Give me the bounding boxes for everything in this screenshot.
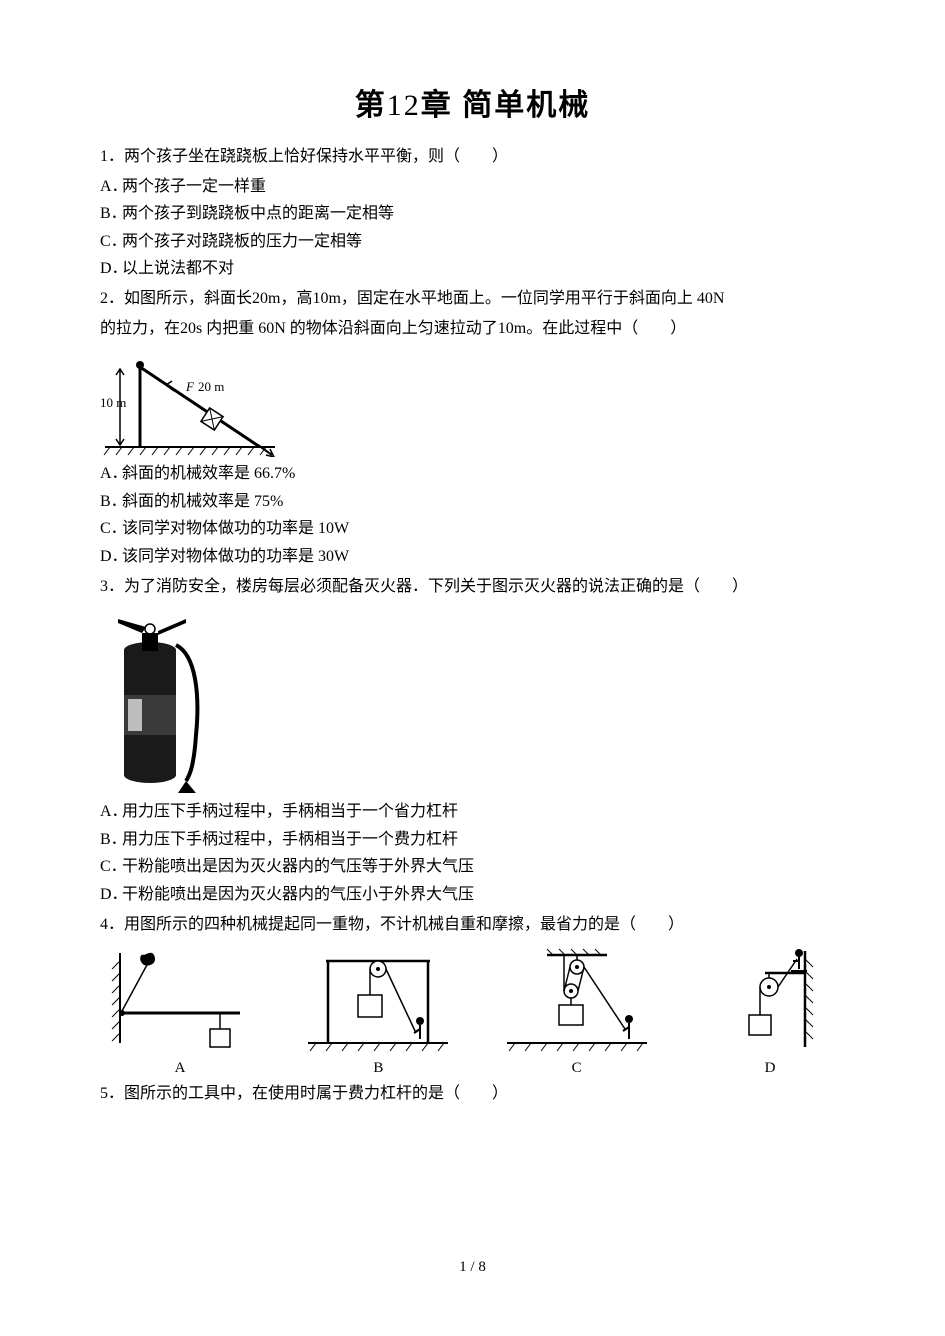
- q1-D-text: 以上说法都不对: [122, 260, 234, 277]
- q2-B-text: 斜面的机械效率是 75%: [122, 493, 283, 510]
- q2-A-text: 斜面的机械效率是 66.7%: [122, 465, 295, 482]
- q3-optA: A．用力压下手柄过程中，手柄相当于一个省力杠杆: [100, 799, 845, 825]
- q2-diagram: 10 m F 20 m: [100, 347, 845, 457]
- q4-cell-A: A: [100, 943, 260, 1077]
- q2-label-l: 20 m: [198, 379, 224, 394]
- q1-optB: B．两个孩子到跷跷板中点的距离一定相等: [100, 201, 845, 227]
- q2-optC: C．该同学对物体做功的功率是 10W: [100, 516, 845, 542]
- q1-C-text: 两个孩子对跷跷板的压力一定相等: [122, 233, 362, 250]
- q2-optA: A．斜面的机械效率是 66.7%: [100, 461, 845, 487]
- q5-num: 5: [100, 1085, 108, 1102]
- q1-stem: 1．两个孩子坐在跷跷板上恰好保持水平平衡，则（ ）: [100, 144, 845, 170]
- q4-label-D: D: [695, 1060, 845, 1077]
- q4-cell-C: C: [497, 943, 657, 1077]
- page-footer: 1 / 8: [0, 1259, 945, 1276]
- q2-optB: B．斜面的机械效率是 75%: [100, 489, 845, 515]
- q1-text: 两个孩子坐在跷跷板上恰好保持水平平衡，则（ ）: [124, 148, 508, 165]
- q2-label-h: 10 m: [100, 395, 126, 410]
- q4-label-B: B: [298, 1060, 458, 1077]
- q4-label-C: C: [497, 1060, 657, 1077]
- q1-A-text: 两个孩子一定一样重: [122, 178, 266, 195]
- q4-cell-D: D: [695, 943, 845, 1077]
- title-number: 12: [387, 89, 421, 122]
- q3-optD: D．干粉能喷出是因为灭火器内的气压小于外界大气压: [100, 882, 845, 908]
- q3-num: 3: [100, 578, 108, 595]
- q2-num: 2: [100, 290, 108, 307]
- chapter-title: 第12章 简单机械: [100, 80, 845, 124]
- q4-cell-B: B: [298, 943, 458, 1077]
- q2-C-text: 该同学对物体做功的功率是 10W: [122, 520, 349, 537]
- q3-optC: C．干粉能喷出是因为灭火器内的气压等于外界大气压: [100, 854, 845, 880]
- q2-stem-l1: 2．如图所示，斜面长20m，高10m，固定在水平地面上。一位同学用平行于斜面向上…: [100, 286, 845, 312]
- title-name: 简单机械: [462, 89, 590, 122]
- title-prefix: 第: [355, 89, 387, 122]
- q4-label-A: A: [100, 1060, 260, 1077]
- q3-text: 为了消防安全，楼房每层必须配备灭火器．下列关于图示灭火器的说法正确的是（ ）: [124, 578, 748, 595]
- q2-l1: ．如图所示，斜面长20m，高10m，固定在水平地面上。一位同学用平行于斜面向上 …: [108, 290, 724, 307]
- page: 第12章 简单机械 1．两个孩子坐在跷跷板上恰好保持水平平衡，则（ ） A．两个…: [0, 0, 945, 1336]
- q4-stem: 4．用图所示的四种机械提起同一重物，不计机械自重和摩擦，最省力的是（ ）: [100, 912, 845, 938]
- q2-l2: 的拉力，在20s 内把重 60N 的物体沿斜面向上匀速拉动了10m。在此过程中（…: [100, 320, 686, 337]
- q4-text: 用图所示的四种机械提起同一重物，不计机械自重和摩擦，最省力的是（ ）: [124, 916, 684, 933]
- q3-stem: 3．为了消防安全，楼房每层必须配备灭火器．下列关于图示灭火器的说法正确的是（ ）: [100, 574, 845, 600]
- q4-diagrams: A: [100, 943, 845, 1077]
- q1-optA: A．两个孩子一定一样重: [100, 174, 845, 200]
- q2-stem-l2: 的拉力，在20s 内把重 60N 的物体沿斜面向上匀速拉动了10m。在此过程中（…: [100, 316, 845, 342]
- q1-optD: D．以上说法都不对: [100, 256, 845, 282]
- title-mid: 章: [421, 89, 453, 122]
- q3-C-text: 干粉能喷出是因为灭火器内的气压等于外界大气压: [122, 858, 474, 875]
- q5-text: 图所示的工具中，在使用时属于费力杠杆的是（ ）: [124, 1085, 508, 1102]
- q2-optD: D．该同学对物体做功的功率是 30W: [100, 544, 845, 570]
- q3-diagram: [100, 605, 845, 795]
- q2-label-F: F: [185, 379, 195, 394]
- q1-optC: C．两个孩子对跷跷板的压力一定相等: [100, 229, 845, 255]
- q3-optB: B．用力压下手柄过程中，手柄相当于一个费力杠杆: [100, 827, 845, 853]
- q3-A-text: 用力压下手柄过程中，手柄相当于一个省力杠杆: [122, 803, 458, 820]
- q3-B-text: 用力压下手柄过程中，手柄相当于一个费力杠杆: [122, 831, 458, 848]
- q2-D-text: 该同学对物体做功的功率是 30W: [122, 548, 349, 565]
- q3-D-text: 干粉能喷出是因为灭火器内的气压小于外界大气压: [122, 886, 474, 903]
- q5-stem: 5．图所示的工具中，在使用时属于费力杠杆的是（ ）: [100, 1081, 845, 1107]
- q1-B-text: 两个孩子到跷跷板中点的距离一定相等: [122, 205, 394, 222]
- q1-num: 1: [100, 148, 108, 165]
- q4-num: 4: [100, 916, 108, 933]
